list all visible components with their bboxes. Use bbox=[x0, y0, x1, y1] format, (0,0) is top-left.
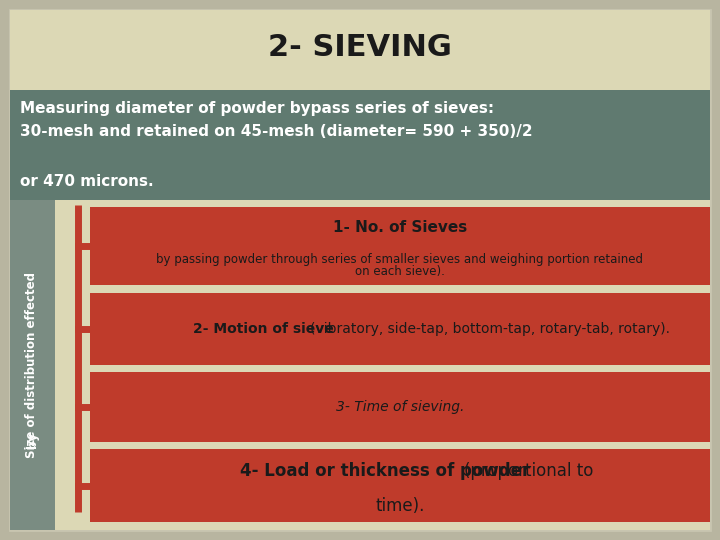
Text: 3- Time of sieving.: 3- Time of sieving. bbox=[336, 400, 464, 414]
Text: time).: time). bbox=[375, 497, 425, 515]
Bar bbox=[55, 200, 710, 530]
Text: Measuring diameter of powder bypass series of sieves:: Measuring diameter of powder bypass seri… bbox=[20, 100, 494, 116]
Text: (proportional to: (proportional to bbox=[464, 462, 593, 480]
Bar bbox=[90, 372, 710, 442]
Text: by passing powder through series of smaller sieves and weighing portion retained: by passing powder through series of smal… bbox=[156, 253, 644, 266]
Bar bbox=[90, 293, 710, 365]
Text: 30-mesh and retained on 45-mesh (diameter= 590 + 350)/2: 30-mesh and retained on 45-mesh (diamete… bbox=[20, 125, 533, 139]
Bar bbox=[10, 200, 55, 530]
Bar bbox=[10, 10, 710, 90]
Text: on each sieve).: on each sieve). bbox=[355, 266, 445, 279]
Text: 2- Motion of sieve: 2- Motion of sieve bbox=[193, 322, 338, 336]
Text: 2- SIEVING: 2- SIEVING bbox=[268, 33, 452, 63]
Text: 1- No. of Sieves: 1- No. of Sieves bbox=[333, 219, 467, 234]
Bar bbox=[90, 207, 710, 285]
Bar bbox=[10, 90, 710, 200]
Text: by: by bbox=[25, 432, 38, 448]
Text: 4- Load or thickness of powder: 4- Load or thickness of powder bbox=[240, 462, 536, 480]
Bar bbox=[90, 449, 710, 522]
Text: or 470 microns.: or 470 microns. bbox=[20, 174, 153, 190]
Text: (vibratory, side-tap, bottom-tap, rotary-tab, rotary).: (vibratory, side-tap, bottom-tap, rotary… bbox=[310, 322, 670, 336]
Text: Size of distribution effected: Size of distribution effected bbox=[25, 272, 38, 458]
